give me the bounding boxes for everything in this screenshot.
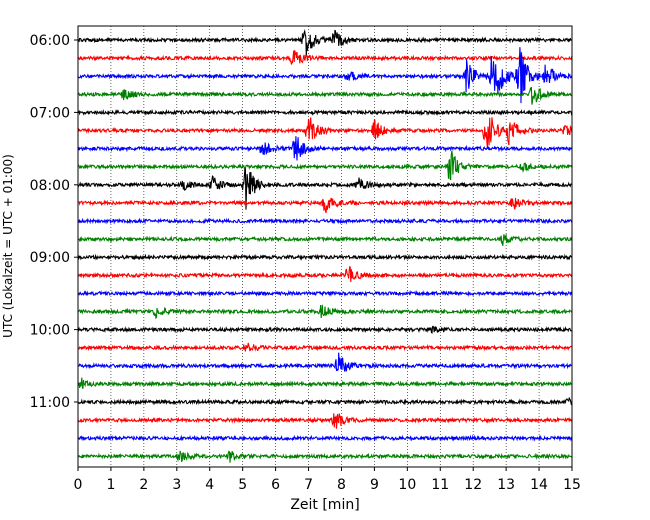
trace-0900 bbox=[77, 253, 573, 261]
y-tick-label: 07:00 bbox=[30, 105, 70, 121]
trace-0815 bbox=[77, 197, 573, 214]
x-tick-label: 4 bbox=[205, 477, 214, 493]
y-tick-label: 08:00 bbox=[30, 178, 70, 194]
trace-1100 bbox=[77, 397, 573, 406]
trace-0600 bbox=[77, 29, 573, 57]
trace-0630 bbox=[77, 47, 573, 104]
x-tick-label: 14 bbox=[530, 477, 548, 493]
y-tick-label: 11:00 bbox=[30, 395, 70, 411]
trace-1130 bbox=[77, 434, 573, 442]
plot-frame bbox=[77, 25, 573, 468]
x-tick-label: 1 bbox=[106, 477, 115, 493]
x-tick-label: 5 bbox=[238, 477, 247, 493]
trace-0615 bbox=[77, 50, 573, 65]
trace-0715 bbox=[77, 117, 573, 150]
x-tick-label: 7 bbox=[304, 477, 313, 493]
trace-1030 bbox=[77, 352, 572, 372]
y-axis: 06:00 07:00 08:00 09:00 10:00 11:00 bbox=[30, 33, 78, 411]
trace-0830 bbox=[77, 217, 573, 225]
trace-group bbox=[77, 29, 573, 463]
x-axis-label: Zeit [min] bbox=[290, 497, 359, 513]
trace-0930 bbox=[77, 289, 573, 298]
trace-0700 bbox=[77, 108, 573, 117]
trace-1045 bbox=[77, 377, 573, 390]
y-axis-label: UTC (Lokalzeit = UTC + 01:00) bbox=[1, 154, 15, 338]
x-axis: 0 1 2 3 4 5 6 7 8 9 10 11 12 13 14 15 bbox=[74, 467, 581, 493]
trace-0845 bbox=[77, 233, 573, 246]
trace-1115 bbox=[77, 413, 573, 429]
trace-0945 bbox=[77, 304, 573, 320]
trace-0645 bbox=[77, 86, 573, 105]
trace-0745 bbox=[77, 150, 573, 181]
x-tick-label: 2 bbox=[139, 477, 148, 493]
x-tick-label: 11 bbox=[431, 477, 449, 493]
trace-1015 bbox=[77, 342, 573, 352]
trace-0800 bbox=[77, 168, 573, 210]
y-tick-label: 10:00 bbox=[30, 323, 70, 339]
x-tick-label: 12 bbox=[464, 477, 482, 493]
x-tick-label: 3 bbox=[172, 477, 181, 493]
x-tick-label: 13 bbox=[497, 477, 515, 493]
trace-0730 bbox=[77, 136, 573, 161]
trace-1145 bbox=[77, 450, 573, 463]
x-tick-label: 15 bbox=[563, 477, 581, 493]
x-tick-label: 10 bbox=[398, 477, 416, 493]
trace-1000 bbox=[77, 325, 573, 334]
y-tick-label: 09:00 bbox=[30, 250, 70, 266]
x-tick-label: 9 bbox=[370, 477, 379, 493]
x-tick-label: 6 bbox=[271, 477, 280, 493]
trace-0915 bbox=[77, 265, 573, 283]
x-tick-label: 8 bbox=[337, 477, 346, 493]
y-tick-label: 06:00 bbox=[30, 33, 70, 49]
x-tick-label: 0 bbox=[74, 477, 83, 493]
